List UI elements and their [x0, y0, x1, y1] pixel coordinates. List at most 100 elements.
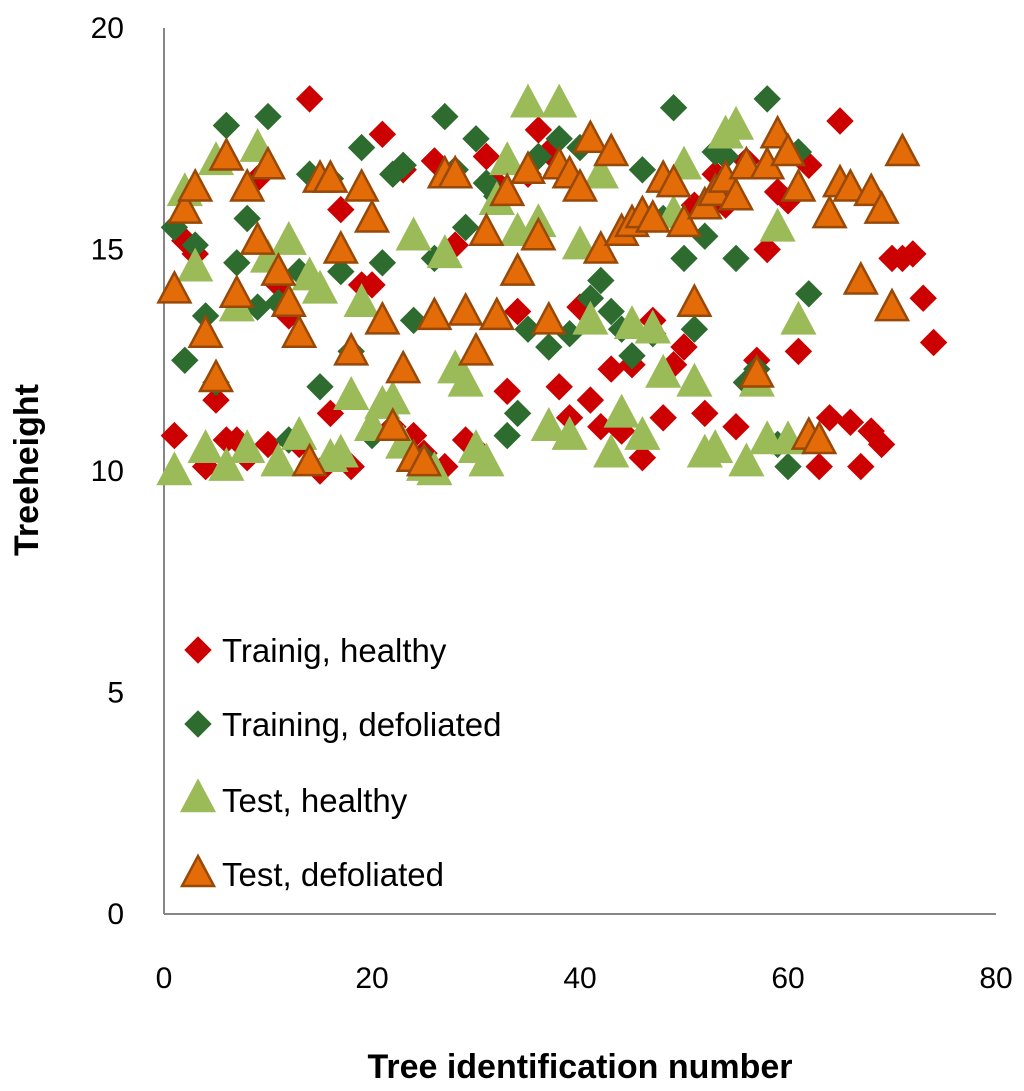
diamond-marker: [836, 408, 865, 437]
legend-marker-orange-triangle: [179, 853, 217, 888]
diamond-marker: [451, 213, 480, 242]
diamond-marker: [160, 421, 189, 450]
triangle-marker: [665, 203, 703, 238]
diamond-marker: [670, 333, 698, 361]
triangle-marker: [655, 163, 692, 198]
diamond-marker: [389, 151, 417, 180]
diamond-marker: [202, 386, 230, 414]
diamond-marker: [826, 107, 854, 135]
triangle-marker: [156, 269, 193, 304]
x-tick-labels: 0 20 40 60 80: [156, 962, 1013, 995]
x-tick-label: 0: [156, 962, 173, 995]
x-axis-title: Tree identification number: [367, 1048, 792, 1086]
triangle-marker: [447, 362, 484, 397]
diamond-marker: [795, 280, 823, 308]
triangle-marker: [468, 212, 505, 247]
diamond-marker: [493, 377, 521, 406]
triangle-marker: [561, 225, 599, 260]
triangle-marker: [780, 300, 817, 335]
legend-marker-green-diamond: [184, 710, 212, 738]
triangle-marker: [676, 283, 713, 317]
triangle-marker: [208, 446, 245, 481]
legend: Trainig, healthy Training, defoliated Te…: [179, 632, 501, 893]
triangle-marker: [541, 83, 578, 118]
triangle-marker: [561, 167, 599, 202]
legend-entry-training-healthy: Trainig, healthy: [184, 632, 447, 669]
diamond-marker: [503, 297, 532, 326]
triangle-marker: [281, 314, 318, 348]
triangle-marker: [447, 291, 484, 326]
triangle-marker: [322, 229, 359, 264]
triangle-marker: [177, 167, 214, 202]
triangle-marker: [842, 260, 879, 295]
triangle-marker: [260, 251, 297, 286]
diamond-marker: [628, 443, 657, 472]
diamond-marker: [691, 399, 719, 428]
legend-label-training-healthy: Trainig, healthy: [222, 632, 447, 669]
diamond-marker: [753, 235, 781, 264]
diamond-marker: [659, 93, 688, 122]
diamond-marker: [535, 333, 563, 361]
data-markers: [156, 83, 948, 486]
triangle-marker: [208, 136, 245, 171]
triangle-marker: [301, 269, 339, 304]
triangle-marker: [832, 167, 869, 202]
triangle-marker: [738, 353, 775, 388]
diamond-marker: [722, 412, 750, 441]
triangle-marker: [312, 158, 349, 193]
legend-entry-training-defoliated: Training, defoliated: [184, 706, 501, 743]
triangle-marker: [801, 420, 838, 455]
triangle-marker: [281, 415, 318, 450]
y-axis-title: Treeheight: [8, 384, 46, 556]
triangle-marker: [364, 300, 401, 335]
diamond-marker: [171, 346, 199, 375]
triangle-marker: [229, 167, 266, 202]
triangle-marker: [582, 229, 619, 264]
diamond-marker: [867, 430, 896, 459]
triangle-marker: [343, 167, 380, 202]
diamond-marker: [784, 337, 813, 366]
diamond-marker: [919, 328, 948, 357]
diamond-marker: [576, 386, 605, 414]
legend-entry-test-healthy: Test, healthy: [179, 778, 408, 819]
legend-marker-light-green-triangle: [179, 778, 217, 813]
triangle-marker: [728, 442, 765, 477]
legend-label-test-healthy: Test, healthy: [222, 782, 408, 819]
diamond-marker: [462, 125, 490, 153]
diamond-marker: [753, 85, 781, 113]
triangle-marker: [717, 176, 755, 211]
triangle-marker: [343, 283, 380, 317]
triangle-marker: [780, 167, 817, 202]
triangle-marker: [333, 376, 370, 410]
triangle-marker: [177, 247, 214, 282]
triangle-marker: [166, 189, 203, 224]
legend-label-training-defoliated: Training, defoliated: [222, 706, 501, 743]
diamond-marker: [670, 244, 698, 273]
triangle-marker: [634, 198, 671, 233]
legend-entry-test-defoliated: Test, defoliated: [179, 853, 444, 893]
triangle-marker: [270, 283, 307, 317]
triangle-marker: [593, 132, 630, 167]
triangle-marker: [645, 353, 682, 388]
triangle-marker: [676, 362, 713, 397]
triangle-marker: [697, 429, 734, 464]
x-tick-label: 20: [355, 962, 388, 995]
diamond-marker: [909, 284, 937, 312]
triangle-marker: [759, 207, 796, 242]
diamond-marker: [368, 120, 397, 149]
series-test-defoliated: [156, 114, 921, 477]
triangle-marker: [873, 287, 911, 322]
x-tick-label: 80: [979, 962, 1012, 995]
diamond-marker: [347, 133, 376, 162]
diamond-marker: [327, 257, 355, 286]
triangle-marker: [229, 429, 266, 464]
triangle-marker: [405, 442, 443, 477]
diamond-marker: [493, 421, 521, 450]
diamond-marker: [815, 404, 844, 432]
diamond-marker: [212, 111, 241, 140]
triangle-marker: [457, 331, 495, 366]
diamond-marker: [587, 266, 615, 295]
diamond-marker: [899, 240, 927, 268]
triangle-marker: [156, 451, 193, 486]
